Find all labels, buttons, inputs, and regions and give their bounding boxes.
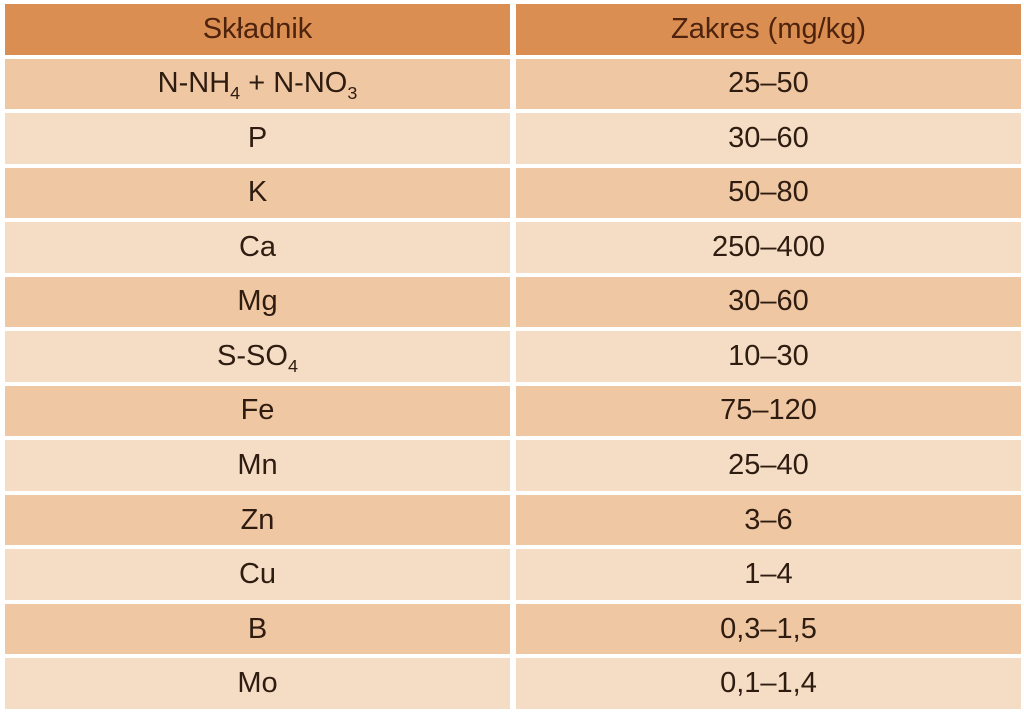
component-cell: Fe (5, 385, 510, 437)
component-cell: K (5, 167, 510, 219)
range-value: 0,1–1,4 (720, 667, 817, 700)
range-value: 30–60 (728, 285, 809, 318)
range-value: 30–60 (728, 121, 809, 154)
range-cell: 30–60 (516, 276, 1021, 328)
subscript: 4 (230, 83, 241, 104)
range-cell: 50–80 (516, 167, 1021, 219)
range-value: 3–6 (744, 503, 793, 536)
component-label: Ca (238, 230, 277, 263)
range-value: 1–4 (744, 558, 793, 591)
range-value: 10–30 (728, 339, 809, 372)
component-cell: Zn (5, 494, 510, 546)
component-label: Cu (239, 560, 276, 589)
component-label: B (247, 612, 268, 645)
table-row: B 0,3–1,5 (5, 603, 1021, 655)
table-header-row: Składnik Zakres (mg/kg) (5, 4, 1021, 55)
range-cell: 75–120 (516, 385, 1021, 437)
component-cell: Mg (5, 276, 510, 328)
text-segment: + N-NO (240, 67, 348, 100)
text-segment: Fe (240, 394, 275, 427)
table-row: Fe 75–120 (5, 385, 1021, 437)
component-cell: Mn (5, 440, 510, 491)
range-cell: 0,1–1,4 (516, 658, 1021, 709)
table-row: Mg 30–60 (5, 276, 1021, 328)
component-cell: Mo (5, 658, 510, 709)
text-segment: Zn (240, 503, 275, 536)
text-segment: Cu (238, 558, 277, 591)
range-cell: 30–60 (516, 113, 1021, 164)
component-label: Mg (237, 287, 277, 316)
component-label: P (247, 121, 268, 154)
component-label: Zn (240, 503, 275, 536)
subscript: 3 (347, 83, 358, 104)
text-segment: Mo (237, 667, 278, 700)
range-value: 0,3–1,5 (720, 612, 817, 645)
range-value: 25–40 (728, 449, 809, 482)
component-cell: N-NH4 + N-NO3 (5, 58, 510, 110)
column-header-zakres: Zakres (mg/kg) (516, 4, 1021, 55)
range-cell: 250–400 (516, 222, 1021, 273)
table-row: Mo 0,1–1,4 (5, 658, 1021, 709)
table-row: Ca 250–400 (5, 222, 1021, 273)
component-cell: P (5, 113, 510, 164)
range-cell: 25–50 (516, 58, 1021, 110)
column-header-skladnik: Składnik (5, 4, 510, 55)
range-value: 50–80 (728, 176, 809, 209)
range-value: 75–120 (720, 394, 817, 427)
table-row: Mn 25–40 (5, 440, 1021, 491)
component-label: Mo (237, 669, 277, 698)
text-segment: Mn (237, 449, 278, 482)
nutrient-range-table: Składnik Zakres (mg/kg) N-NH4 + N-NO3 25–… (5, 4, 1021, 709)
table-row: Zn 3–6 (5, 494, 1021, 546)
subscript: 4 (287, 355, 298, 376)
component-cell: Cu (5, 549, 510, 600)
text-segment: S-SO (217, 339, 288, 372)
component-label: K (248, 178, 267, 207)
range-cell: 25–40 (516, 440, 1021, 491)
component-label: S-SO4 (217, 339, 298, 374)
table-row: S-SO4 10–30 (5, 331, 1021, 382)
range-value: 250–400 (712, 230, 825, 263)
range-cell: 3–6 (516, 494, 1021, 546)
range-cell: 10–30 (516, 331, 1021, 382)
range-cell: 0,3–1,5 (516, 603, 1021, 655)
text-segment: Ca (238, 230, 277, 263)
component-cell: Ca (5, 222, 510, 273)
table-row: P 30–60 (5, 113, 1021, 164)
component-label: Fe (241, 396, 275, 425)
text-segment: K (247, 176, 268, 209)
text-segment: N-NH (157, 67, 231, 100)
component-label: Mn (237, 451, 277, 480)
table-row: K 50–80 (5, 167, 1021, 219)
table-row: Cu 1–4 (5, 549, 1021, 600)
component-cell: S-SO4 (5, 331, 510, 382)
text-segment: B (247, 612, 268, 645)
text-segment: Mg (237, 285, 278, 318)
component-cell: B (5, 603, 510, 655)
range-value: 25–50 (728, 67, 809, 100)
table-row: N-NH4 + N-NO3 25–50 (5, 58, 1021, 110)
component-label: N-NH4 + N-NO3 (157, 67, 358, 102)
text-segment: P (247, 121, 268, 154)
range-cell: 1–4 (516, 549, 1021, 600)
